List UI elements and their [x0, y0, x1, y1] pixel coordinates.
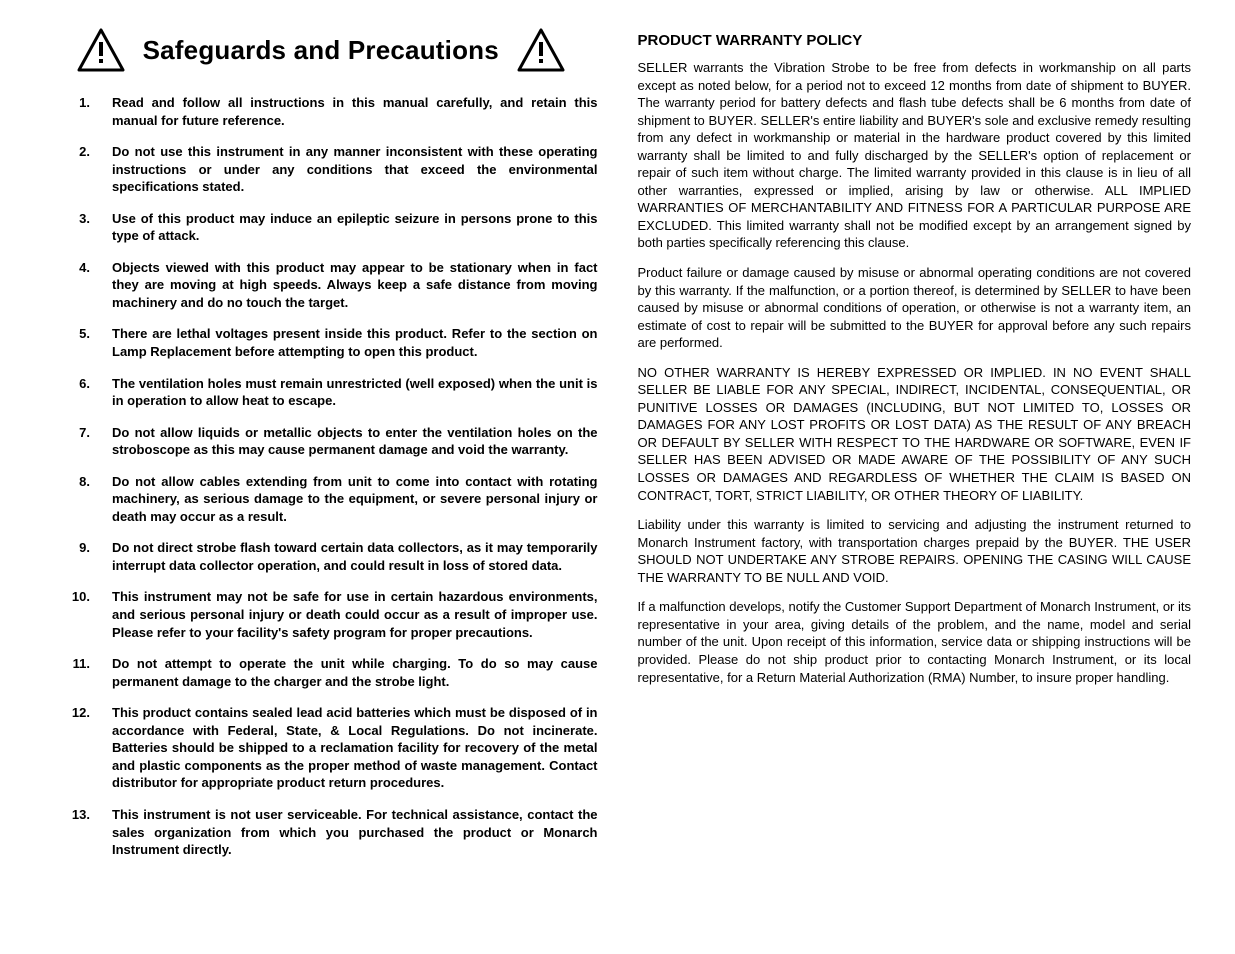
list-item: This instrument may not be safe for use … — [44, 588, 598, 641]
list-item: Do not attempt to operate the unit while… — [44, 655, 598, 690]
list-item-text: The ventilation holes must remain unrest… — [112, 375, 598, 410]
list-item-text: Use of this product may induce an epilep… — [112, 210, 598, 245]
safeguards-title-row: Safeguards and Precautions — [44, 28, 598, 72]
list-item-text: Read and follow all instructions in this… — [112, 94, 598, 129]
list-item: Use of this product may induce an epilep… — [44, 210, 598, 245]
list-item-text: Do not allow cables extending from unit … — [112, 473, 598, 526]
list-item-text: There are lethal voltages present inside… — [112, 325, 598, 360]
warranty-paragraph: Product failure or damage caused by misu… — [638, 264, 1192, 352]
list-item-text: Do not allow liquids or metallic objects… — [112, 424, 598, 459]
warranty-paragraph: SELLER warrants the Vibration Strobe to … — [638, 59, 1192, 252]
document-page: Safeguards and Precautions Read and foll… — [0, 0, 1235, 954]
list-item-text: Do not direct strobe flash toward certai… — [112, 539, 598, 574]
warning-icon — [77, 28, 125, 72]
left-column: Safeguards and Precautions Read and foll… — [24, 28, 618, 926]
list-item: Do not allow cables extending from unit … — [44, 473, 598, 526]
safeguards-title: Safeguards and Precautions — [143, 35, 499, 66]
list-item: Objects viewed with this product may app… — [44, 259, 598, 312]
list-item: This instrument is not user serviceable.… — [44, 806, 598, 859]
warranty-paragraph: Liability under this warranty is limited… — [638, 516, 1192, 586]
list-item-text: Do not use this instrument in any manner… — [112, 143, 598, 196]
list-item-text: This instrument is not user serviceable.… — [112, 806, 598, 859]
right-column: PRODUCT WARRANTY POLICY SELLER warrants … — [618, 28, 1212, 926]
warranty-title: PRODUCT WARRANTY POLICY — [638, 32, 1192, 49]
list-item-text: This instrument may not be safe for use … — [112, 588, 598, 641]
list-item: Do not use this instrument in any manner… — [44, 143, 598, 196]
warning-icon — [517, 28, 565, 72]
list-item: Do not direct strobe flash toward certai… — [44, 539, 598, 574]
warranty-paragraph: NO OTHER WARRANTY IS HEREBY EXPRESSED OR… — [638, 364, 1192, 504]
list-item: There are lethal voltages present inside… — [44, 325, 598, 360]
list-item: This product contains sealed lead acid b… — [44, 704, 598, 792]
list-item-text: This product contains sealed lead acid b… — [112, 704, 598, 792]
list-item-text: Do not attempt to operate the unit while… — [112, 655, 598, 690]
warranty-paragraph: If a malfunction develops, notify the Cu… — [638, 598, 1192, 686]
list-item: The ventilation holes must remain unrest… — [44, 375, 598, 410]
list-item: Do not allow liquids or metallic objects… — [44, 424, 598, 459]
safeguards-list: Read and follow all instructions in this… — [44, 94, 598, 859]
list-item: Read and follow all instructions in this… — [44, 94, 598, 129]
list-item-text: Objects viewed with this product may app… — [112, 259, 598, 312]
